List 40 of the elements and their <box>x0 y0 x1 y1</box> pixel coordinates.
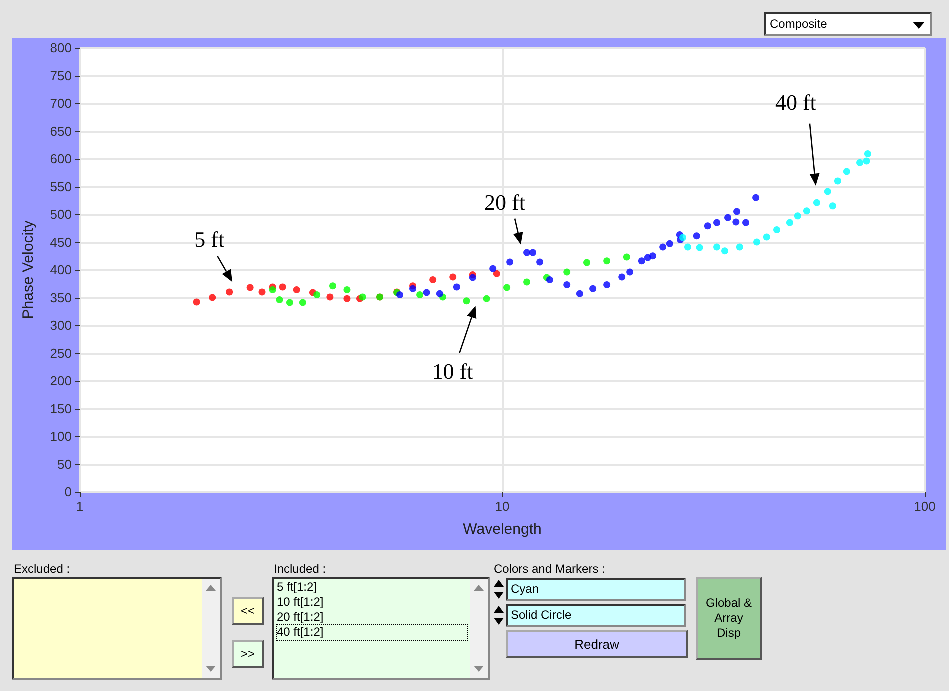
y-tick-label: 0 <box>64 484 72 500</box>
series-label: 5 ft <box>194 227 225 252</box>
text: Cyan <box>506 578 686 601</box>
text: Global & Array Disp <box>696 577 762 660</box>
y-axis-title: Phase Velocity <box>20 220 37 320</box>
text: 10 ft[1:2] <box>277 595 325 610</box>
y-tick-label: 250 <box>50 346 72 361</box>
y-tick-label: 100 <box>50 429 72 444</box>
text: Excluded : <box>14 562 70 576</box>
y-tick-label: 650 <box>50 124 72 139</box>
text: 40 ft <box>775 90 816 115</box>
y-tick-label: 400 <box>50 262 72 278</box>
text: Redraw <box>506 630 688 658</box>
y-tick-label: 500 <box>50 207 72 222</box>
text: Colors and Markers : <box>494 562 606 576</box>
y-tick-label: 450 <box>50 234 72 250</box>
text: 5 ft[1:2] <box>277 580 318 595</box>
x-tick-label: 100 <box>914 499 936 514</box>
y-tick-label: 150 <box>50 401 72 416</box>
series-label: 20 ft <box>484 190 526 215</box>
text: 10 ft <box>432 359 474 384</box>
text: 20 ft[1:2] <box>277 610 325 625</box>
x-axis-title: Wavelength <box>463 521 542 538</box>
y-tick-label: 700 <box>50 96 72 111</box>
y-tick-label: 350 <box>50 290 72 306</box>
y-tick-label: 800 <box>50 40 72 56</box>
y-tick-label: 300 <box>50 318 72 333</box>
x-tick-label: 1 <box>76 499 84 514</box>
x-tick-label: 10 <box>495 499 510 514</box>
text: 40 ft[1:2] <box>277 625 467 640</box>
text: Included : <box>274 562 326 576</box>
text: >> <box>232 640 264 668</box>
text: << <box>232 597 264 625</box>
y-tick-label: 600 <box>50 152 72 166</box>
y-tick-label: 750 <box>50 68 72 84</box>
y-tick-label: 200 <box>50 374 72 388</box>
text: Solid Circle <box>506 604 686 627</box>
y-tick-label: 50 <box>58 456 72 472</box>
y-tick-label: 550 <box>50 179 72 194</box>
text: Composite <box>764 12 932 36</box>
